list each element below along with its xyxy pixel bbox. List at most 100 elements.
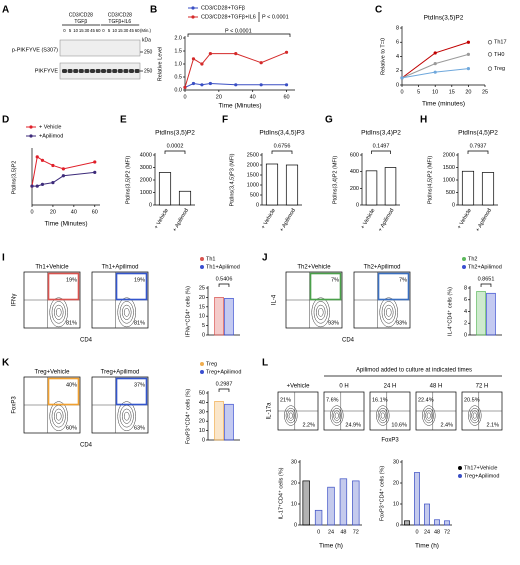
band [95, 69, 101, 73]
legend-label: CD3/CD28+TGFβ [201, 5, 245, 11]
y-axis-label: Relative Level [157, 47, 163, 82]
bar [424, 503, 430, 526]
panel-letter: A [2, 5, 9, 16]
kda-label: kDa [142, 37, 151, 43]
y-tick-label: 1000 [443, 177, 455, 183]
quadrant-percent: 37% [134, 382, 145, 388]
legend-label: Th2 [468, 256, 477, 262]
legend-marker [200, 362, 204, 366]
legend-marker [462, 257, 466, 261]
legend-marker [29, 125, 33, 129]
y-tick-label: 0 [464, 332, 467, 338]
quadrant-percent: 63% [134, 425, 145, 431]
data-point [208, 81, 212, 86]
x-tick-label: + Apilimod [279, 208, 297, 233]
bracket [480, 283, 492, 287]
y-tick-label: 30 [199, 409, 205, 415]
y-tick-label: 8 [396, 25, 399, 31]
lane-label: 10 [73, 28, 78, 33]
contour [55, 411, 62, 421]
y-tick-label: 0 [396, 522, 399, 528]
contour [425, 410, 433, 421]
contour [49, 401, 68, 432]
y-axis-label: IL-17⁺CD4⁺ cells (%) [277, 467, 284, 519]
data-point [93, 170, 97, 174]
data-point [61, 167, 65, 171]
contour [468, 405, 482, 426]
plot-title: +Vehicle [287, 384, 311, 390]
contour [471, 410, 479, 421]
y-axis-label: IFNγ⁺CD4⁺ cells (%) [184, 286, 191, 337]
row-label: PIKFYVE [35, 68, 59, 74]
band [73, 69, 79, 73]
contour [383, 304, 394, 320]
contour [287, 410, 295, 421]
contour [426, 412, 431, 419]
bar [302, 480, 310, 526]
band [78, 69, 84, 73]
x-tick-label: 0 [400, 89, 403, 95]
panel-letter: H [420, 115, 427, 126]
contour [123, 411, 130, 421]
data-point [191, 81, 196, 86]
x-tick-label: 20 [216, 94, 222, 100]
y-tick-label: 15 [199, 304, 205, 310]
y-tick-label: 1500 [247, 172, 259, 178]
lane-label: 30 [124, 28, 129, 33]
bar [414, 472, 420, 526]
bracket [218, 283, 230, 287]
contour [385, 307, 392, 317]
bar [214, 401, 224, 441]
quadrant-percent: 81% [134, 320, 145, 326]
legend-label: Treg [206, 361, 217, 367]
x-axis-label: Time (minutes) [422, 101, 465, 108]
unit-label: (Min.) [140, 28, 152, 33]
bar [224, 403, 234, 441]
x-tick-label: + Vehicle [457, 208, 473, 230]
x-tick-label: 24 [424, 529, 430, 535]
plot-title: Th2+Apilimod [364, 265, 401, 271]
legend-label: Th2+Apilimod [468, 264, 502, 270]
data-point [40, 182, 45, 186]
contour [117, 297, 136, 328]
bar [224, 297, 234, 336]
quadrant-percent: 7.6% [326, 397, 339, 403]
band [129, 69, 134, 73]
x-tick-label: 40 [71, 209, 77, 215]
y-tick-label: 20 [291, 480, 297, 486]
y-tick-label: 0 [452, 202, 455, 208]
legend-marker [29, 134, 33, 138]
panel-letter: J [262, 253, 268, 264]
lane-label: 5 [108, 28, 111, 33]
contour [422, 405, 436, 426]
plot-title: Treg+Vehicle [35, 370, 71, 376]
legend-label: CD3/CD28+TGFβ+IL6 [201, 14, 256, 20]
bracket [467, 150, 489, 154]
legend-label: Treg+Apilimod [464, 473, 499, 479]
x-tick-label: 20 [50, 209, 56, 215]
bar [365, 170, 378, 206]
x-tick-label: 48 [340, 529, 346, 535]
bar [285, 164, 299, 206]
y-tick-label: 30 [291, 459, 297, 465]
panel-letter: G [325, 115, 333, 126]
data-point [30, 184, 34, 188]
y-tick-label: 5 [202, 323, 205, 329]
panel-letter: C [375, 5, 382, 16]
panel-letter: B [150, 5, 157, 16]
contour [379, 410, 387, 421]
chart-title: PtdIns(4,5)P2 [458, 130, 498, 137]
plot-title: 0 H [339, 384, 348, 390]
chart-title: PtdIns(3,4,5)P3 [259, 130, 305, 137]
y-tick-label: 500 [250, 192, 259, 198]
quadrant-percent: 22.4% [418, 397, 434, 403]
y-axis-label: IL-4⁺CD4⁺ cells (%) [446, 287, 453, 336]
legend-label: Th17 [494, 40, 507, 46]
y-tick-label: 1.0 [174, 61, 182, 67]
contour [117, 401, 136, 432]
group-label: TGFβ+IL6 [108, 19, 131, 25]
contour [311, 297, 330, 328]
y-tick-label: 20 [199, 295, 205, 301]
y-tick-label: 600 [350, 152, 359, 158]
